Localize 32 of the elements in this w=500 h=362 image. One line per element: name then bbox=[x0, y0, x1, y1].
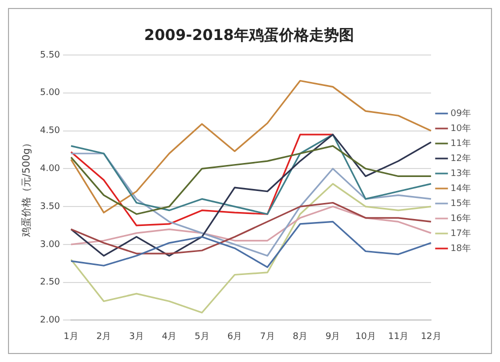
y-tick-label: 2.50 bbox=[40, 278, 60, 288]
legend-label: 12年 bbox=[450, 152, 471, 164]
legend-label: 14年 bbox=[450, 182, 471, 194]
legend-label: 09年 bbox=[450, 108, 471, 119]
legend-label: 11年 bbox=[450, 138, 471, 149]
x-tick-label: 4月 bbox=[162, 332, 177, 342]
x-tick-label: 6月 bbox=[227, 332, 242, 342]
y-tick-label: 3.50 bbox=[40, 202, 60, 212]
y-tick-label: 5.50 bbox=[40, 50, 60, 60]
x-tick-label: 3月 bbox=[129, 332, 144, 342]
legend-label: 16年 bbox=[450, 212, 471, 224]
x-tick-label: 5月 bbox=[194, 332, 210, 342]
x-tick-label: 2月 bbox=[96, 332, 112, 342]
legend-label: 15年 bbox=[450, 198, 471, 209]
y-tick-label: 4.50 bbox=[40, 126, 60, 136]
x-tick-label: 11月 bbox=[388, 332, 409, 342]
x-tick-label: 10月 bbox=[355, 332, 376, 342]
y-tick-label: 2.00 bbox=[40, 316, 60, 326]
x-tick-label: 1月 bbox=[64, 332, 78, 342]
x-tick-label: 8月 bbox=[292, 332, 308, 342]
y-tick-label: 5.00 bbox=[40, 88, 60, 98]
x-tick-label: 9月 bbox=[325, 332, 340, 342]
legend-label: 18年 bbox=[450, 242, 471, 254]
x-tick-label: 12月 bbox=[420, 332, 442, 342]
y-tick-label: 3.00 bbox=[40, 240, 60, 250]
chart-title: 2009-2018年鸡蛋价格走势图 bbox=[144, 26, 354, 44]
legend-label: 10年 bbox=[450, 122, 471, 134]
y-tick-label: 4.00 bbox=[40, 164, 60, 174]
legend-label: 17年 bbox=[450, 228, 471, 239]
y-axis-title: 鸡蛋价格（元/500g） bbox=[20, 138, 33, 238]
legend-label: 13年 bbox=[450, 168, 471, 179]
x-tick-label: 7月 bbox=[260, 332, 275, 342]
